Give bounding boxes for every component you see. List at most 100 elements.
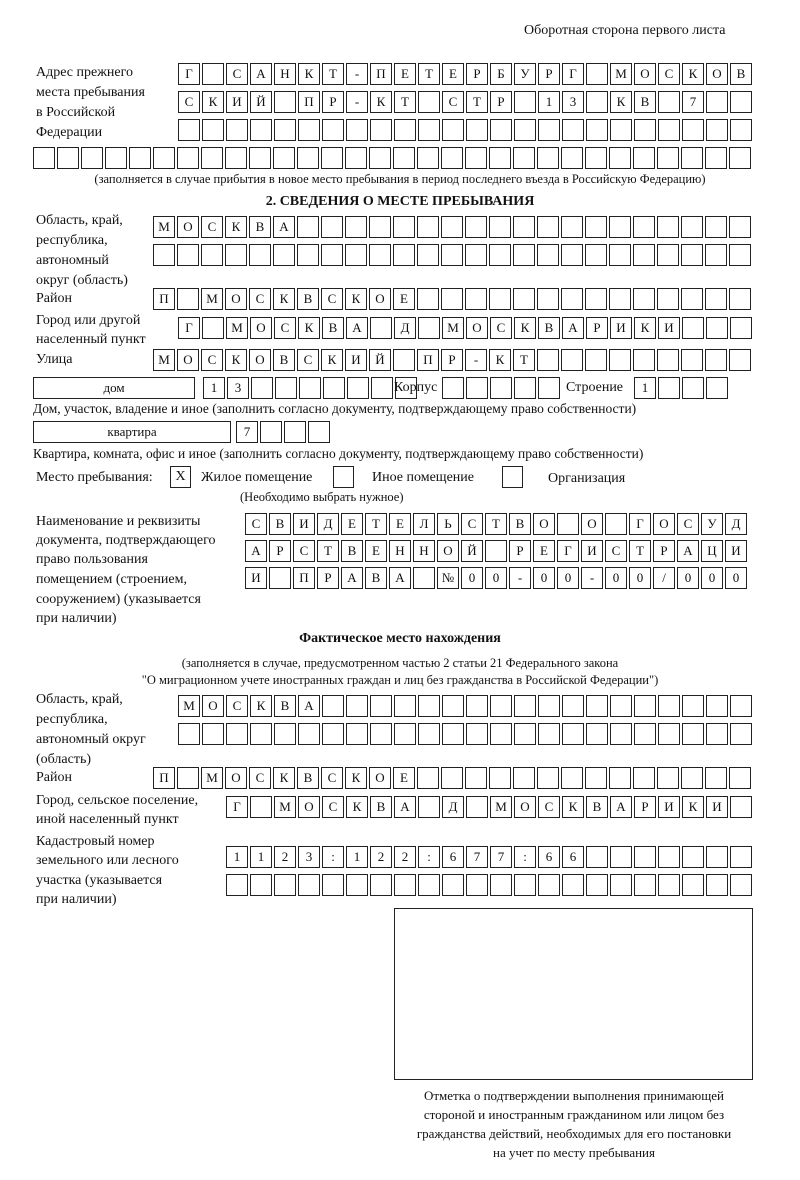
char-cell[interactable] xyxy=(681,845,705,869)
char-cell[interactable] xyxy=(297,722,321,746)
char-cell[interactable] xyxy=(465,376,489,400)
char-cell[interactable] xyxy=(657,722,681,746)
char-cell[interactable]: Д xyxy=(316,512,340,536)
char-cell[interactable] xyxy=(248,146,272,170)
char-cell[interactable] xyxy=(484,539,508,563)
char-cell[interactable] xyxy=(225,873,249,897)
char-cell[interactable] xyxy=(369,118,393,142)
char-cell[interactable]: К xyxy=(201,90,225,114)
char-cell[interactable]: С xyxy=(441,90,465,114)
char-cell[interactable] xyxy=(657,873,681,897)
char-cell[interactable] xyxy=(176,766,200,790)
char-cell[interactable]: К xyxy=(272,766,296,790)
char-cell[interactable]: А xyxy=(388,566,412,590)
char-cell[interactable]: - xyxy=(464,348,488,372)
char-cell[interactable] xyxy=(283,420,307,444)
char-cell[interactable]: С xyxy=(537,795,561,819)
char-cell[interactable]: К xyxy=(633,316,657,340)
char-cell[interactable] xyxy=(393,722,417,746)
char-cell[interactable] xyxy=(728,146,752,170)
char-cell[interactable]: В xyxy=(272,348,296,372)
char-cell[interactable]: С xyxy=(657,62,681,86)
char-cell[interactable]: 2 xyxy=(369,845,393,869)
char-cell[interactable] xyxy=(268,566,292,590)
char-cell[interactable]: 7 xyxy=(489,845,513,869)
char-cell[interactable] xyxy=(272,243,296,267)
char-cell[interactable]: Р xyxy=(321,90,345,114)
char-cell[interactable]: Т xyxy=(465,90,489,114)
char-cell[interactable]: К xyxy=(681,795,705,819)
char-cell[interactable]: О xyxy=(465,316,489,340)
char-cell[interactable] xyxy=(297,118,321,142)
char-cell[interactable]: И xyxy=(657,316,681,340)
char-cell[interactable] xyxy=(656,215,680,239)
char-cell[interactable] xyxy=(705,118,729,142)
char-cell[interactable]: / xyxy=(652,566,676,590)
char-cell[interactable] xyxy=(705,376,729,400)
char-cell[interactable] xyxy=(585,118,609,142)
char-cell[interactable]: К xyxy=(681,62,705,86)
char-cell[interactable] xyxy=(633,873,657,897)
char-cell[interactable] xyxy=(307,420,331,444)
char-cell[interactable] xyxy=(704,348,728,372)
char-cell[interactable] xyxy=(608,146,632,170)
char-cell[interactable] xyxy=(512,215,536,239)
char-cell[interactable] xyxy=(488,215,512,239)
char-cell[interactable]: Е xyxy=(364,539,388,563)
char-cell[interactable]: К xyxy=(369,90,393,114)
char-cell[interactable] xyxy=(560,243,584,267)
char-cell[interactable] xyxy=(417,795,441,819)
char-cell[interactable]: Л xyxy=(412,512,436,536)
char-cell[interactable]: М xyxy=(152,215,176,239)
char-cell[interactable] xyxy=(200,146,224,170)
char-cell[interactable]: В xyxy=(729,62,753,86)
char-cell[interactable] xyxy=(465,722,489,746)
char-cell[interactable]: А xyxy=(393,795,417,819)
char-cell[interactable] xyxy=(368,215,392,239)
char-cell[interactable] xyxy=(512,146,536,170)
char-cell[interactable] xyxy=(729,316,753,340)
char-cell[interactable] xyxy=(417,90,441,114)
char-cell[interactable] xyxy=(560,766,584,790)
char-cell[interactable]: Р xyxy=(652,539,676,563)
char-cell[interactable] xyxy=(585,722,609,746)
char-cell[interactable] xyxy=(537,376,561,400)
char-cell[interactable]: Т xyxy=(316,539,340,563)
char-cell[interactable] xyxy=(489,873,513,897)
char-cell[interactable]: С xyxy=(489,316,513,340)
char-cell[interactable] xyxy=(729,795,753,819)
char-cell[interactable] xyxy=(249,722,273,746)
char-cell[interactable] xyxy=(344,243,368,267)
char-cell[interactable]: С xyxy=(248,287,272,311)
char-cell[interactable] xyxy=(273,90,297,114)
char-cell[interactable]: М xyxy=(200,287,224,311)
char-cell[interactable]: Г xyxy=(561,62,585,86)
char-cell[interactable] xyxy=(488,766,512,790)
char-cell[interactable]: Т xyxy=(364,512,388,536)
char-cell[interactable] xyxy=(609,873,633,897)
char-cell[interactable]: Г xyxy=(556,539,580,563)
char-cell[interactable]: С xyxy=(200,215,224,239)
char-cell[interactable]: П xyxy=(297,90,321,114)
char-cell[interactable]: Р xyxy=(489,90,513,114)
char-cell[interactable] xyxy=(297,873,321,897)
char-cell[interactable] xyxy=(32,146,56,170)
char-cell[interactable] xyxy=(321,118,345,142)
char-cell[interactable] xyxy=(369,722,393,746)
char-cell[interactable]: Е xyxy=(441,62,465,86)
char-cell[interactable]: : xyxy=(321,845,345,869)
char-cell[interactable] xyxy=(704,287,728,311)
char-cell[interactable] xyxy=(680,215,704,239)
previous-address-row-4[interactable] xyxy=(32,146,752,170)
char-cell[interactable] xyxy=(298,376,322,400)
char-cell[interactable]: 2 xyxy=(273,845,297,869)
char-cell[interactable]: 7 xyxy=(465,845,489,869)
char-cell[interactable] xyxy=(259,420,283,444)
char-cell[interactable] xyxy=(177,118,201,142)
char-cell[interactable] xyxy=(392,146,416,170)
char-cell[interactable]: О xyxy=(532,512,556,536)
region-row-2[interactable] xyxy=(152,243,752,267)
char-cell[interactable] xyxy=(80,146,104,170)
